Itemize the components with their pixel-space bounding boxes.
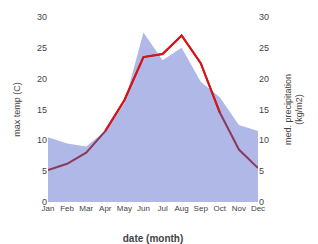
svg-text:5: 5 [259,166,264,176]
svg-text:20: 20 [259,74,269,84]
svg-text:0: 0 [42,197,47,207]
svg-text:date (month): date (month) [123,233,184,244]
svg-text:Dec: Dec [251,204,265,213]
svg-text:15: 15 [37,105,47,115]
svg-text:10: 10 [259,135,269,145]
svg-text:Feb: Feb [60,204,74,213]
svg-text:med. precipitation(kg/m2): med. precipitation(kg/m2) [283,74,305,145]
svg-text:Oct: Oct [214,204,227,213]
svg-text:max temp (C): max temp (C) [12,82,22,137]
svg-text:Apr: Apr [99,204,112,213]
svg-text:20: 20 [37,74,47,84]
svg-text:May: May [117,204,132,213]
svg-text:10: 10 [37,135,47,145]
svg-text:5: 5 [42,166,47,176]
svg-text:Aug: Aug [175,204,189,213]
svg-text:0: 0 [259,197,264,207]
svg-text:30: 30 [37,12,47,22]
svg-text:Jan: Jan [42,204,55,213]
svg-text:30: 30 [259,12,269,22]
svg-text:25: 25 [37,43,47,53]
svg-text:Jul: Jul [157,204,167,213]
svg-text:25: 25 [259,43,269,53]
svg-text:Jun: Jun [137,204,150,213]
svg-text:Mar: Mar [79,204,93,213]
svg-text:Sep: Sep [194,204,209,213]
svg-text:Nov: Nov [232,204,246,213]
svg-text:15: 15 [259,105,269,115]
